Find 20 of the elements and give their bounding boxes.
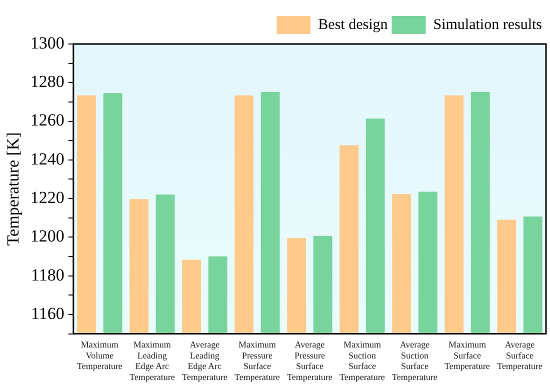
x-tick-label: Maximum Volume Temperature [76,340,122,372]
x-tick-label: Maximum Leading Edge Arc Temperature [129,340,175,382]
y-tick-label: 1180 [31,265,64,284]
y-tick-label: 1200 [30,226,64,246]
x-tick-label: Maximum Suction Surface Temperature [340,340,385,382]
y-tick-label: 1240 [30,149,64,168]
y-tick-label: 1260 [30,110,64,130]
x-tick-label: Maximum Pressure Surface Temperature [234,340,280,382]
x-tick-label: Average Suction Surface Temperature [392,340,438,382]
x-tick-label: Maximum Surface Temperature [444,340,490,372]
y-tick-label: 1160 [31,304,64,323]
legend-label: Best design [318,16,388,33]
x-tick-label: Average Pressure Surface Temperature [287,340,332,382]
y-tick-label: 1220 [30,188,64,208]
y-axis-title: Temperature [K] [4,132,23,246]
y-tick-label: 1300 [30,33,64,52]
x-tick-label: Average Surface Temperature [497,340,542,372]
x-tick-label: Average Leading Edge Arc Temperature [182,340,228,382]
y-tick-label: 1280 [30,72,64,92]
legend-label: Simulation results [433,16,542,33]
